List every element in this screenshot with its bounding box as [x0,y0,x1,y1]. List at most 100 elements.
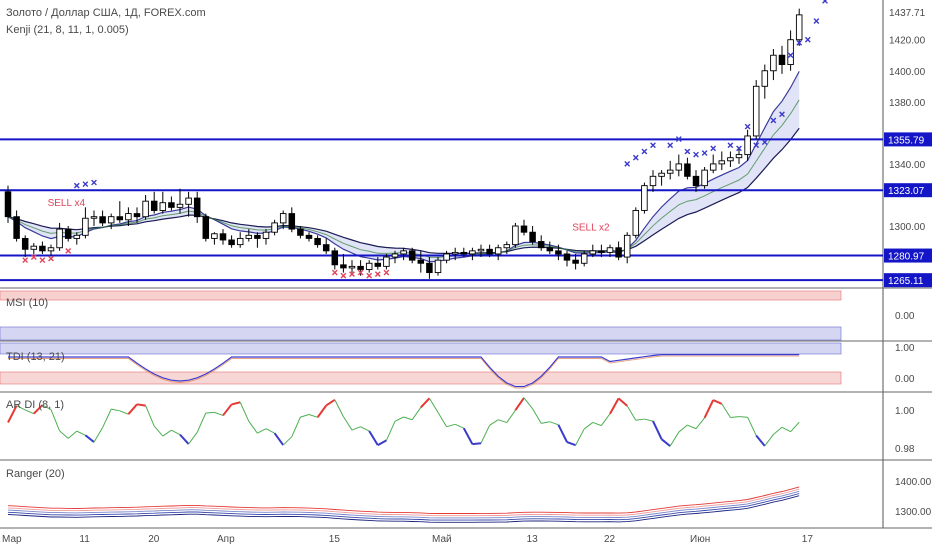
ardi-segment [600,413,611,426]
sell-marker [357,269,364,276]
ardi-panel[interactable]: AR DI (8, 1) [6,397,800,447]
ranger-line [7,490,800,519]
ardi-segment [24,409,35,415]
ardi-segment [377,439,387,446]
candle-body [348,265,356,269]
ardi-segment [59,430,69,439]
sell-marker [39,257,46,264]
time-tick-label: 22 [604,534,616,545]
time-tick-label: Май [432,534,452,545]
candle-body [778,54,786,65]
tdi-panel[interactable]: TDI (13, 21) [0,342,842,389]
ardi-segment [420,397,431,409]
candle-body [297,228,304,236]
ardi-segment [712,399,723,405]
level-price-tag [884,273,932,288]
candle-body [82,217,89,236]
candle-body [606,247,614,253]
sell-marker [331,269,338,276]
ardi-segment [16,405,26,411]
level-price-tag [884,132,932,147]
buy-marker [82,181,89,187]
ardi-segment [300,414,310,418]
candle-body [529,231,536,242]
ardi-segment [472,442,482,446]
price-tick-label: 1437.71 [889,8,926,19]
candle-body [262,231,270,239]
time-tick-label: Апр [217,534,235,545]
candle-body [451,251,459,255]
time-axis[interactable]: Мар 11 20 Апр 15 Май 13 22 Июн 17 [2,534,813,545]
candle-body [563,253,571,261]
time-tick-label: 20 [148,534,160,545]
ardi-segment [342,416,353,431]
ranger-panel[interactable]: Ranger (20) [6,468,800,523]
candle-body [709,163,717,171]
candle-body [357,265,364,270]
candles [4,8,803,279]
candle-body [56,228,63,249]
candle-body [460,251,468,255]
ardi-segment [403,416,413,421]
ardi-title: AR DI (8, 1) [6,399,64,411]
candle-body [520,225,528,233]
candle-body [279,213,287,224]
candle-body [649,175,657,187]
ardi-segment [669,431,680,447]
buy-marker [770,117,777,124]
support-resistance-levels[interactable] [0,138,883,282]
candle-body [469,250,476,255]
ardi-segment [222,403,233,417]
ardi-segment [462,427,474,445]
candle-body [770,54,777,72]
buy-marker [667,142,674,149]
sell-label: SELL x2 [572,223,610,234]
candle-body [21,237,29,250]
candle-body [744,135,751,156]
ardi-segment [76,430,86,436]
sell-marker [30,254,37,260]
ardi-segment [273,432,285,446]
candle-body [47,247,55,252]
buy-marker [641,148,648,155]
ardi-segment [549,421,559,426]
candle-body [761,70,769,87]
panel-tick-label: 1.00 [895,343,915,354]
buy-marker [73,182,80,189]
sell-marker [65,247,72,254]
candle-body [228,239,235,246]
ardi-segment [583,422,594,430]
candle-body [443,253,450,261]
ardi-segment [368,430,379,446]
candle-body [374,262,382,267]
buy-marker [632,154,639,161]
candle-body [90,216,98,219]
symbol-title[interactable]: Золото / Доллар США, 1Д, FOREX.com [6,7,206,19]
panel-tick-label: 0.00 [895,311,915,322]
indicator-label[interactable]: Kenji (21, 8, 11, 1, 0.005) [6,24,129,36]
candle-body [615,247,622,258]
price-tick-label: 1400.00 [889,67,926,78]
ardi-segment [703,399,715,419]
candle-body [692,175,700,187]
candle-body [73,234,81,239]
ardi-segment [790,421,800,433]
ardi-segment [411,407,422,421]
ardi-segment [498,419,507,424]
candle-body [718,160,726,165]
candle-body [632,210,640,236]
buy-marker [736,145,742,152]
time-tick-label: Мар [2,534,22,545]
msi-lower-band [0,326,842,341]
ardi-segment [695,417,705,430]
ardi-segment [541,421,550,424]
candle-body [64,228,72,239]
time-tick-label: Июн [690,534,710,545]
candle-body [39,245,46,252]
price-axis[interactable]: 1437.71 1420.00 1400.00 1380.00 1340.00 1300.… [884,8,932,518]
msi-panel[interactable]: MSI (10) [0,290,842,341]
ardi-segment [145,405,155,427]
candle-body [512,225,519,246]
ardi-segment [282,436,293,446]
